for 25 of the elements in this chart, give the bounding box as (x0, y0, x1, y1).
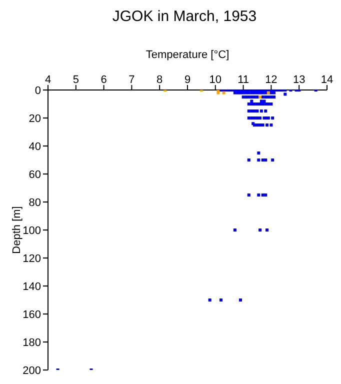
y-tick-label: 140 (22, 280, 41, 293)
x-tick-label: 5 (72, 74, 79, 86)
y-tick-label: 80 (28, 196, 41, 209)
x-tick-label: 11 (238, 74, 250, 86)
x-tick-label: 4 (44, 74, 52, 86)
x-tick-label: 13 (292, 74, 306, 86)
x-tick-label: 14 (320, 74, 334, 86)
y-tick-label: 20 (28, 112, 41, 125)
y-tick-label: 180 (22, 336, 41, 349)
x-tick-label: 8 (156, 74, 163, 86)
y-tick-label: 120 (22, 252, 41, 265)
y-tick-label: 200 (22, 364, 41, 377)
y-tick-label: 0 (34, 84, 41, 97)
x-tick-label: 10 (209, 74, 222, 86)
y-tick-label: 100 (22, 224, 41, 237)
x-tick-label: 7 (128, 74, 135, 86)
x-tick-label: 12 (265, 74, 278, 86)
x-tick-label: 9 (184, 74, 191, 86)
y-axis-title: Depth [m] (10, 206, 23, 254)
x-axis-title: Temperature [°C] (146, 48, 230, 61)
x-tick-label: 6 (100, 74, 107, 86)
y-tick-label: 40 (28, 140, 41, 153)
chart-title: JGOK in March, 1953 (111, 8, 258, 27)
y-tick-label: 60 (28, 168, 41, 181)
y-tick-label: 160 (22, 308, 41, 321)
